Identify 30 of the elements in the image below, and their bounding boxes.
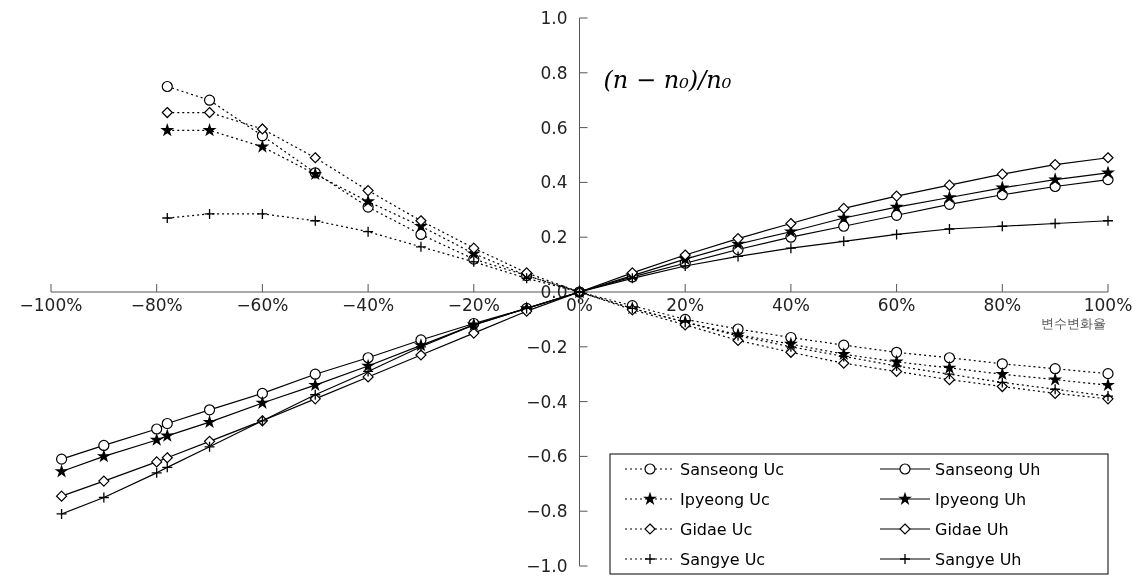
legend-label: Sangye Uh	[935, 550, 1022, 569]
legend-label: Ipyeong Uc	[680, 490, 770, 509]
y-tick-label: 1.0	[540, 8, 568, 28]
y-tick-label: 0.8	[540, 62, 568, 83]
y-tick-label: −0.8	[526, 501, 568, 522]
y-axis-title: (n − n₀)/n₀	[603, 66, 732, 94]
legend-label: Sangye Uc	[680, 550, 766, 569]
x-tick-label: 100%	[1083, 295, 1133, 315]
y-tick-label: 0.6	[540, 117, 568, 138]
x-tick-label: −80%	[130, 295, 183, 315]
y-tick-label: 0.2	[540, 227, 568, 248]
x-tick-label: −40%	[342, 295, 395, 315]
x-tick-label: 40%	[772, 295, 810, 315]
y-tick-label: −0.6	[526, 446, 568, 467]
y-tick-label: −0.4	[526, 391, 568, 412]
y-tick-label: −0.2	[526, 336, 568, 357]
x-tick-label: 80%	[983, 295, 1022, 315]
legend-label: Sanseong Uh	[935, 460, 1041, 479]
y-tick-label: 0.4	[540, 172, 568, 193]
y-tick-label: −1.0	[526, 556, 568, 576]
x-tick-label: 60%	[877, 295, 916, 315]
x-tick-label: 20%	[666, 295, 705, 315]
legend-label: Ipyeong Uh	[935, 490, 1027, 509]
x-tick-label: −100%	[19, 295, 83, 315]
x-tick-label: −20%	[447, 295, 500, 315]
x-axis-title: 변수변화율	[1041, 316, 1106, 331]
x-tick-label: −60%	[236, 295, 289, 315]
legend-label: Gidae Uh	[935, 520, 1009, 539]
legend-label: Sanseong Uc	[680, 460, 784, 479]
legend-label: Gidae Uc	[680, 520, 753, 539]
